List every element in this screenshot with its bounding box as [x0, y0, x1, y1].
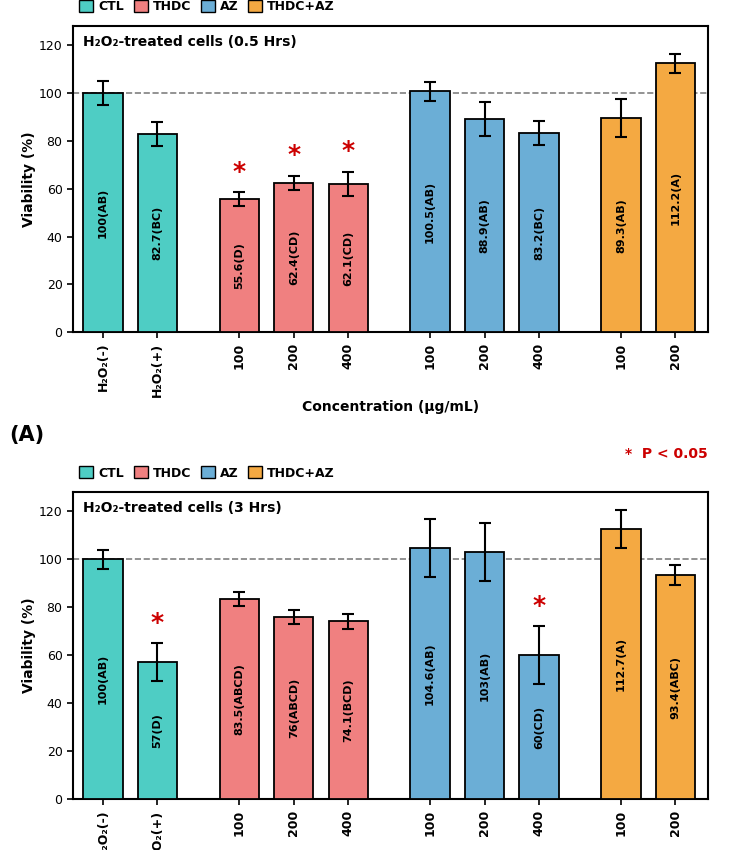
Bar	[328, 184, 368, 332]
Bar	[656, 64, 695, 332]
Bar	[83, 559, 123, 799]
Bar	[83, 93, 123, 332]
Text: (A): (A)	[9, 424, 45, 445]
Text: 62.4(CD): 62.4(CD)	[289, 230, 299, 286]
Bar	[520, 133, 558, 332]
Legend: CTL, THDC, AZ, THDC+AZ: CTL, THDC, AZ, THDC+AZ	[80, 0, 335, 13]
Bar	[465, 119, 504, 332]
Bar	[656, 575, 695, 799]
Text: *  P < 0.05: * P < 0.05	[626, 447, 708, 462]
Text: *: *	[233, 160, 246, 184]
Text: 104.6(AB): 104.6(AB)	[425, 643, 435, 705]
Bar	[602, 118, 640, 332]
Y-axis label: Viability (%): Viability (%)	[22, 131, 36, 227]
Text: H₂O₂-treated cells (0.5 Hrs): H₂O₂-treated cells (0.5 Hrs)	[82, 35, 296, 48]
Bar	[138, 662, 177, 799]
Bar	[520, 655, 558, 799]
Text: *: *	[342, 139, 355, 163]
Text: H₂O₂-treated cells (3 Hrs): H₂O₂-treated cells (3 Hrs)	[82, 502, 281, 515]
Text: 60(CD): 60(CD)	[534, 706, 544, 749]
Bar	[465, 552, 504, 799]
Text: 112.7(A): 112.7(A)	[616, 637, 626, 691]
Bar	[602, 529, 640, 799]
Text: 100.5(AB): 100.5(AB)	[425, 181, 435, 243]
Y-axis label: Viability (%): Viability (%)	[22, 598, 36, 694]
Bar	[220, 598, 259, 799]
Text: 82.7(BC): 82.7(BC)	[153, 207, 163, 260]
Text: *: *	[151, 611, 164, 635]
Text: *: *	[533, 594, 545, 618]
Text: 100(AB): 100(AB)	[98, 187, 108, 238]
Text: 100(AB): 100(AB)	[98, 654, 108, 704]
X-axis label: Concentration (μg/mL): Concentration (μg/mL)	[302, 400, 479, 414]
Text: 83.2(BC): 83.2(BC)	[534, 206, 544, 260]
Bar	[274, 617, 313, 799]
Text: *: *	[287, 143, 300, 167]
Text: 89.3(AB): 89.3(AB)	[616, 198, 626, 252]
Text: 76(ABCD): 76(ABCD)	[289, 677, 299, 738]
Text: 57(D): 57(D)	[153, 713, 163, 748]
Text: 83.5(ABCD): 83.5(ABCD)	[234, 663, 245, 734]
Bar	[328, 621, 368, 799]
Bar	[410, 92, 450, 332]
Bar	[274, 183, 313, 332]
Text: 62.1(CD): 62.1(CD)	[343, 230, 353, 286]
Text: 112.2(A): 112.2(A)	[670, 171, 680, 225]
Legend: CTL, THDC, AZ, THDC+AZ: CTL, THDC, AZ, THDC+AZ	[80, 467, 335, 479]
Text: 93.4(ABC): 93.4(ABC)	[670, 655, 680, 718]
Text: 55.6(D): 55.6(D)	[234, 242, 245, 289]
Bar	[410, 548, 450, 799]
Text: 74.1(BCD): 74.1(BCD)	[343, 678, 353, 742]
Bar	[220, 199, 259, 332]
Text: 103(AB): 103(AB)	[480, 650, 490, 700]
Bar	[138, 134, 177, 332]
Text: 88.9(AB): 88.9(AB)	[480, 198, 490, 253]
